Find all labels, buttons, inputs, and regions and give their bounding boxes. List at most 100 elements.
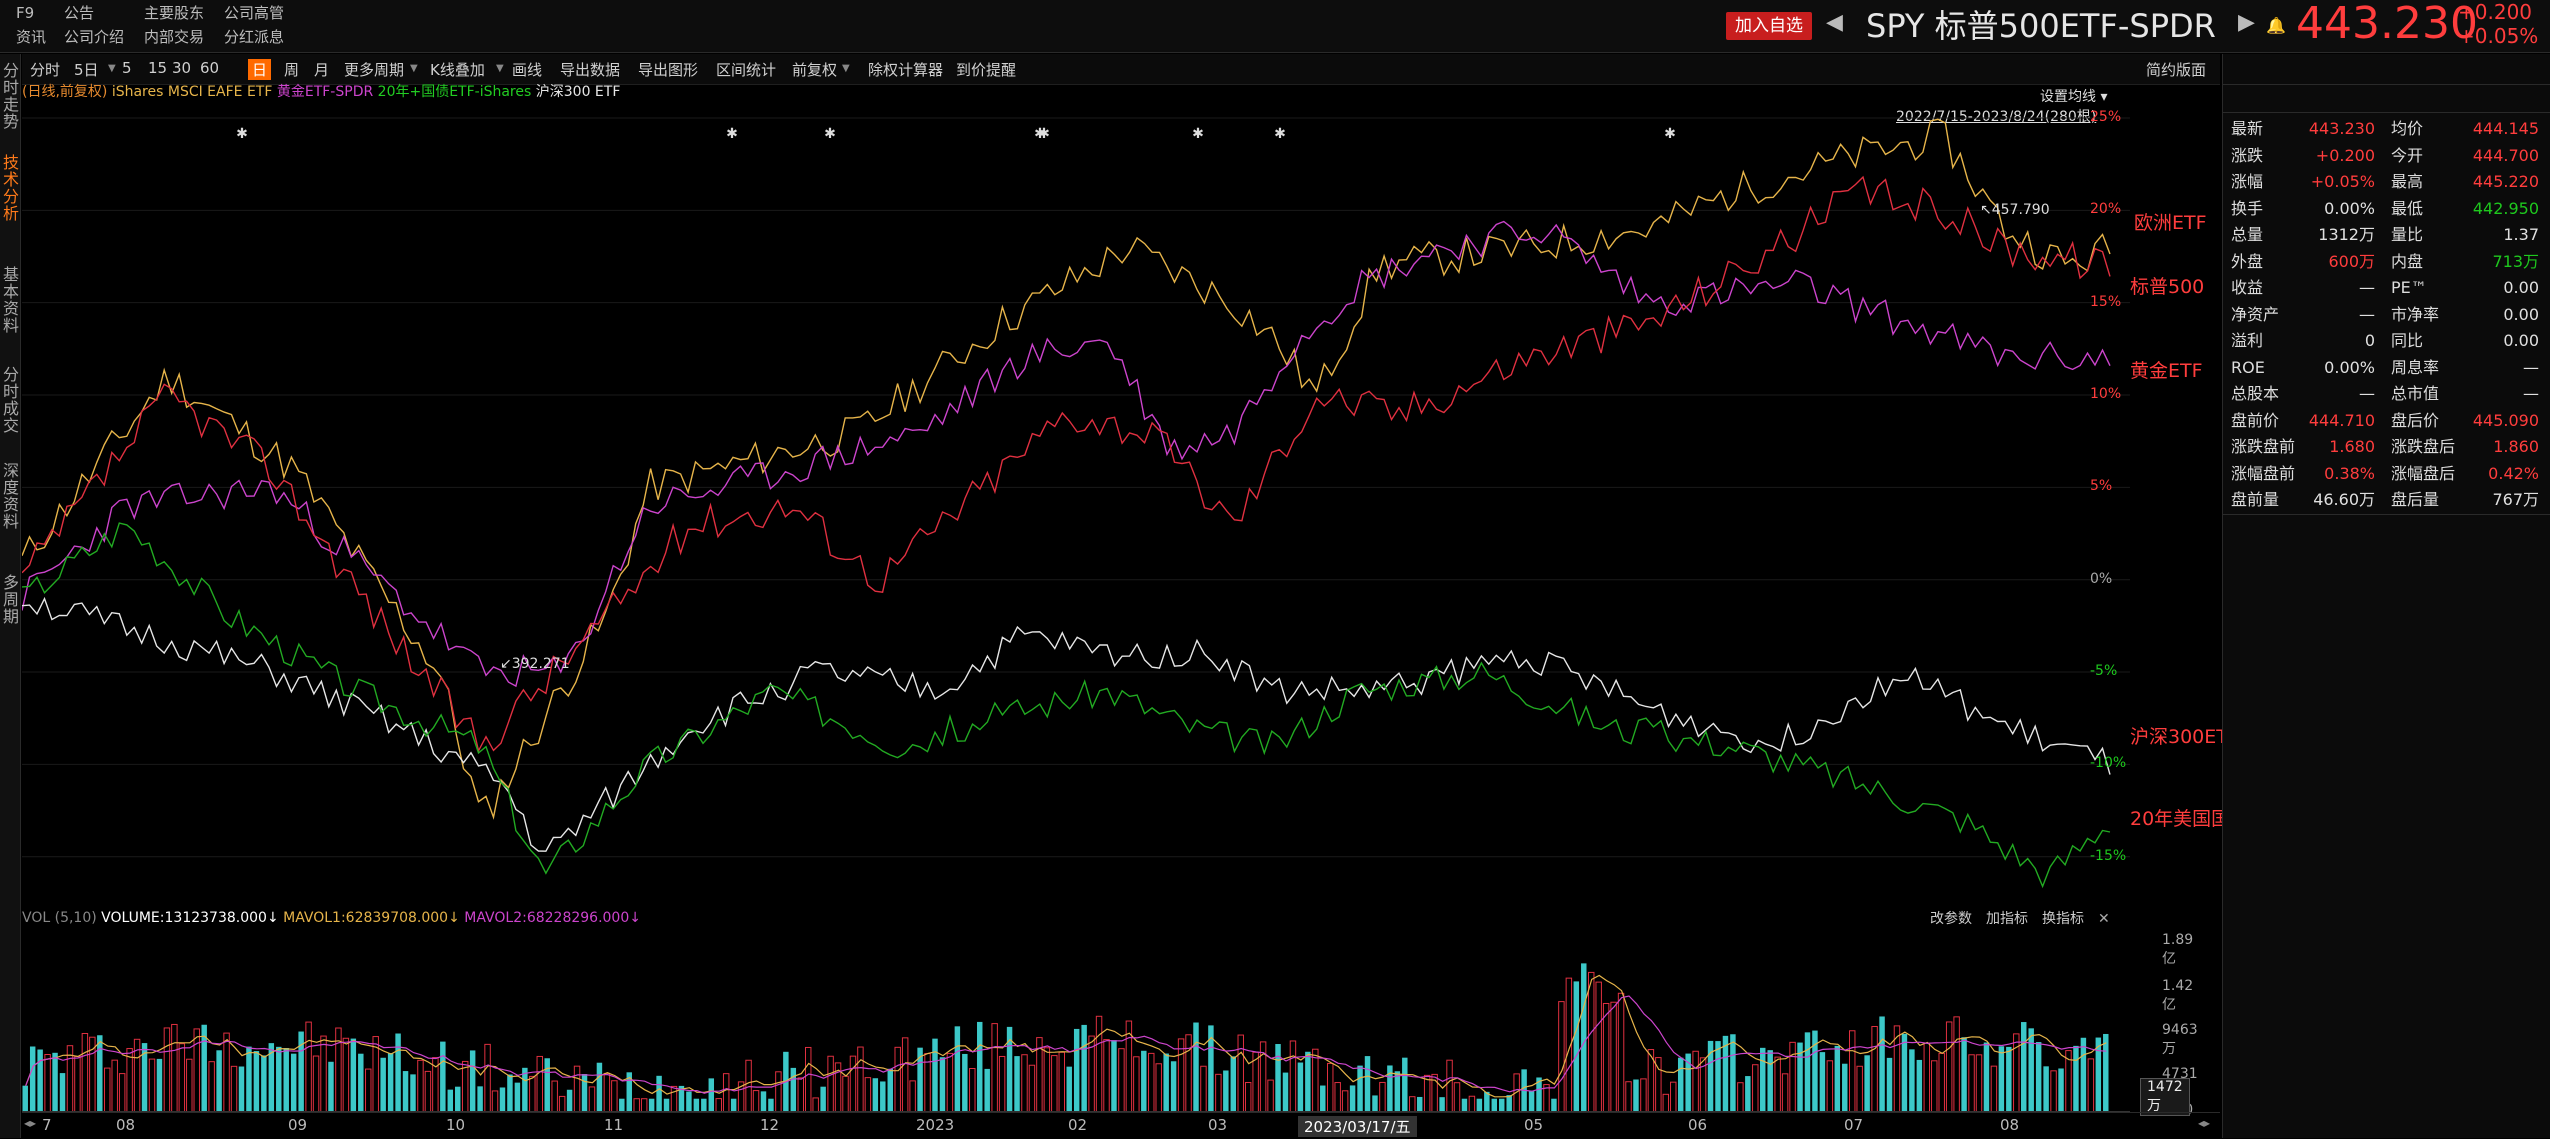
volume-bar xyxy=(1103,1039,1110,1112)
main-chart[interactable]: ✱ ✱ ✱ ✱✱ ✱ ✱ ✱↖457.790↙392.271 xyxy=(22,98,2130,906)
event-marker-icon[interactable]: ✱ xyxy=(824,126,836,142)
volume-bar xyxy=(1312,1048,1319,1112)
volume-bar xyxy=(305,1021,312,1112)
legend-tlt: 20年+国债ETF-iShares xyxy=(377,84,532,100)
volume-bar xyxy=(1028,1064,1036,1112)
volume-bar xyxy=(2021,1022,2027,1112)
volume-bar xyxy=(1051,1055,1058,1112)
toolbar-item[interactable]: 60 xyxy=(200,59,220,77)
toolbar-item[interactable]: 到价提醒 xyxy=(956,61,1017,79)
volume-bar xyxy=(1163,1053,1169,1112)
left-nav-item[interactable]: 分时成交 xyxy=(0,366,19,434)
left-nav-item[interactable]: 分时走势 xyxy=(0,62,19,130)
volume-button[interactable]: 改参数 xyxy=(1930,911,1972,927)
event-marker-icon[interactable]: ✱ xyxy=(236,126,248,142)
prev-arrow-icon[interactable]: ◀ xyxy=(1826,10,1843,35)
volume-bar xyxy=(619,1098,625,1112)
volume-chart[interactable] xyxy=(22,926,2130,1112)
toolbar-item[interactable]: 日 xyxy=(248,59,272,80)
toolbar-item[interactable]: 月 xyxy=(314,61,330,79)
top-menu-item[interactable]: F9 xyxy=(16,4,35,22)
quote-row: 涨幅盘前 0.38% 涨幅盘后 0.42% xyxy=(2223,461,2550,487)
toolbar-item[interactable]: 15 xyxy=(148,59,168,77)
quote-label: 涨跌盘后 xyxy=(2391,437,2456,456)
volume-bar xyxy=(1043,1047,1051,1112)
volume-button[interactable]: 换指标 xyxy=(2042,911,2084,927)
ma-setting-button[interactable]: 设置均线 ▾ xyxy=(2040,89,2108,105)
scroll-left-icon[interactable]: ◂▸ xyxy=(24,1116,37,1130)
event-marker-icon[interactable]: ✱ xyxy=(1192,126,1204,142)
series-line-gold xyxy=(22,220,2111,688)
quote-value: 0.00 xyxy=(2503,278,2539,297)
quote-row: 盘前价 444.710 盘后价 445.090 xyxy=(2223,408,2550,434)
event-marker-icon[interactable]: ✱ xyxy=(726,126,738,142)
top-menu-item[interactable]: 分红派息 xyxy=(224,28,285,46)
dropdown-icon: ▼ xyxy=(842,63,850,74)
scroll-right-icon[interactable]: ◂▸ xyxy=(2198,1116,2211,1130)
toolbar-item[interactable]: 5日 xyxy=(74,61,99,79)
top-menu-item[interactable]: 公告 xyxy=(64,4,95,22)
volume-bar xyxy=(148,1058,156,1112)
volume-bar xyxy=(1781,1073,1789,1112)
tick-row xyxy=(2223,834,2550,860)
add-to-watchlist-button[interactable]: 加入自选 xyxy=(1726,12,1812,40)
volume-bar xyxy=(1737,1082,1744,1112)
toolbar-item[interactable]: 区间统计 xyxy=(716,61,777,79)
volume-bar xyxy=(1633,1079,1639,1112)
volume-bar xyxy=(276,1046,282,1112)
top-menu-item[interactable]: 公司高管 xyxy=(224,4,285,22)
quote-label: 盘前量 xyxy=(2231,490,2280,509)
volume-bar xyxy=(1849,1030,1856,1112)
event-marker-icon[interactable]: ✱ xyxy=(1038,126,1050,142)
bell-icon[interactable]: 🔔 xyxy=(2266,16,2286,35)
volume-bar xyxy=(1945,1021,1953,1112)
date-range[interactable]: 2022/7/15-2023/8/24(280根) xyxy=(1896,109,2097,125)
toolbar-item[interactable]: 导出数据 xyxy=(560,61,621,79)
toolbar-item[interactable]: 分时 xyxy=(30,61,61,79)
volume-bar xyxy=(230,1065,238,1112)
event-marker-icon[interactable]: ✱ xyxy=(1034,126,1046,142)
y-axis-label: 15% xyxy=(2090,293,2122,310)
toolbar-item[interactable]: 周 xyxy=(284,61,300,79)
volume-bar xyxy=(2013,1033,2020,1112)
left-nav-item[interactable]: 技术分析 xyxy=(0,154,19,222)
toolbar-item[interactable]: 30 xyxy=(172,59,192,77)
tick-row xyxy=(2223,543,2550,569)
volume-bar xyxy=(887,1068,893,1112)
x-axis-label: 12 xyxy=(760,1116,780,1134)
close-icon[interactable]: ✕ xyxy=(2098,911,2110,927)
toolbar-item[interactable]: 导出图形 xyxy=(638,61,699,79)
quote-value: 445.090 xyxy=(2472,410,2539,430)
toolbar-item[interactable]: 更多周期 xyxy=(344,61,405,79)
top-menu-item[interactable]: 资讯 xyxy=(16,28,47,46)
series-line-tlt xyxy=(22,522,2111,889)
left-nav-item[interactable]: 深度资料 xyxy=(0,462,19,530)
top-menu-item[interactable]: 内部交易 xyxy=(144,28,205,46)
toolbar-item[interactable]: 除权计算器 xyxy=(868,61,944,79)
volume-bar xyxy=(477,1086,483,1112)
toolbar-item[interactable]: 画线 xyxy=(512,61,543,79)
toolbar-item[interactable]: 前复权 xyxy=(792,61,838,79)
volume-bar xyxy=(1677,1057,1684,1112)
toolbar-item[interactable]: K线叠加 xyxy=(430,61,485,79)
quote-value: 0.00 xyxy=(2503,331,2539,350)
next-arrow-icon[interactable]: ▶ xyxy=(2238,10,2255,35)
volume-bar xyxy=(1387,1065,1393,1112)
toolbar-item[interactable]: 5 xyxy=(122,59,132,77)
volume-y-label: 9463万 xyxy=(2162,1022,2198,1057)
quote-row: ROE 0.00% 周息率 — xyxy=(2223,355,2550,381)
simple-layout-button[interactable]: 简约版面 xyxy=(2146,61,2207,79)
volume-bar xyxy=(1282,1072,1289,1112)
top-menu-item[interactable]: 主要股东 xyxy=(144,4,205,22)
left-nav-item[interactable]: 多周期 xyxy=(0,574,19,625)
volume-bar xyxy=(1901,1033,1908,1112)
volume-bar xyxy=(312,1055,320,1112)
volume-bar xyxy=(1685,1053,1691,1112)
volume-bar xyxy=(1200,1065,1207,1112)
left-nav-item[interactable]: 基本资料 xyxy=(0,266,19,334)
volume-button[interactable]: 加指标 xyxy=(1986,911,2028,927)
volume-bar xyxy=(1879,1016,1885,1112)
event-marker-icon[interactable]: ✱ xyxy=(1274,126,1286,142)
top-menu-item[interactable]: 公司介绍 xyxy=(64,28,125,46)
event-marker-icon[interactable]: ✱ xyxy=(1664,126,1676,142)
